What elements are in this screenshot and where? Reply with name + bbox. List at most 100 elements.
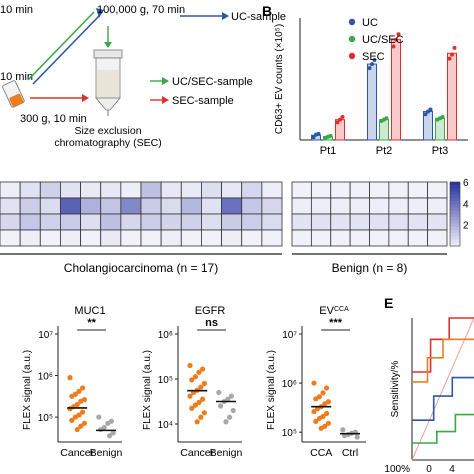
c-group-label: Cholangiocarcinoma (n = 17): [64, 261, 218, 275]
d-plot-title: MUC1: [74, 305, 105, 317]
heatmap-cell: [140, 181, 162, 199]
d-dot: [201, 410, 207, 416]
heatmap-cell: [160, 213, 182, 231]
heatmap-cell: [80, 229, 102, 247]
heatmap-cell: [261, 229, 283, 247]
heatmap-cell: [0, 229, 21, 247]
d-dot: [78, 423, 84, 429]
e-x-tick-label: 4: [449, 464, 455, 474]
d-dot: [98, 426, 104, 433]
heatmap-cell: [388, 181, 409, 199]
d-y-tick-label: 10⁶: [158, 330, 173, 341]
d-dot: [69, 417, 75, 423]
heatmap-cell: [310, 181, 332, 199]
heatmap-cell: [100, 197, 122, 215]
c-group-label: Benign (n = 8): [332, 261, 408, 275]
heatmap-cell: [330, 213, 351, 231]
heatmap-cell: [291, 229, 312, 247]
b-point: [328, 133, 333, 138]
heatmap-cell: [427, 181, 448, 199]
heatmap-cell: [310, 229, 332, 247]
heatmap-cell: [0, 181, 21, 199]
heatmap-cell: [0, 197, 21, 215]
heatmap-cell: [160, 197, 182, 215]
d-x-category-label: Ctrl: [342, 447, 358, 459]
mid-step-label: 300 g, 10 min: [20, 113, 87, 125]
d-dot: [311, 380, 317, 386]
d-dot: [110, 430, 116, 436]
arrowhead-to-column: [82, 94, 89, 102]
d-dot: [227, 414, 233, 420]
b-legend-label: UC/SEC: [362, 34, 404, 46]
panel-a: 10 min 10 min 100,000 g, 70 min UC-sampl…: [0, 4, 286, 149]
heatmap-cell: [221, 213, 243, 231]
heatmap-cell: [100, 229, 122, 247]
b-point: [452, 45, 457, 50]
colorbar-frame: [449, 181, 461, 247]
d-y-tick-label: 10⁶: [282, 379, 297, 390]
heatmap-cell: [388, 213, 409, 231]
heatmap-cell: [427, 213, 448, 231]
heatmap-cell: [349, 181, 370, 199]
d-y-tick-label: 10⁵: [158, 375, 173, 386]
heatmap-cell: [349, 229, 370, 247]
colorbar-step: [450, 226, 460, 231]
b-point: [394, 37, 398, 42]
e-x-tick-label: 0: [426, 464, 432, 474]
d-dot: [69, 393, 75, 399]
panel-d-scatter: MUC1 10⁷ 10⁶ 10⁵ FLEX signal (a.u.) Cancer Ben…: [22, 305, 366, 459]
d-dot: [228, 393, 234, 399]
b-point: [367, 66, 372, 71]
heatmap-cell: [407, 197, 429, 215]
heatmap-cell: [60, 229, 81, 247]
heatmap-cell: [201, 197, 222, 215]
d-dot: [230, 407, 236, 414]
d-y-label: FLEX signal (a.u.): [266, 350, 277, 430]
heatmap-cell: [241, 213, 263, 231]
d-x-category-label: Cancer: [180, 447, 214, 459]
arrowhead-uc: [96, 8, 104, 18]
colorbar-step: [450, 185, 460, 189]
colorbar-step: [450, 230, 460, 234]
heatmap-cell: [60, 197, 81, 215]
colorbar-step: [450, 210, 460, 215]
colorbar-step: [450, 191, 460, 196]
heatmap-cell: [100, 181, 122, 199]
d-dot: [192, 402, 198, 408]
b-bar: [367, 63, 377, 141]
colorbar-step: [450, 204, 460, 209]
heatmap-cell: [241, 197, 263, 215]
heatmap-cell: [160, 229, 182, 247]
colorbar-step: [450, 194, 460, 199]
d-sig-label: ns: [205, 317, 218, 329]
heatmap-cell: [241, 181, 263, 199]
colorbar-step: [450, 201, 460, 205]
d-dot: [313, 396, 319, 402]
d-dot: [194, 419, 200, 425]
d-x-category-label: Benign: [90, 447, 123, 459]
heatmap-cell: [407, 213, 429, 231]
d-dot: [74, 426, 80, 433]
heatmap-cell: [369, 229, 390, 247]
heatmap-cell: [39, 181, 61, 199]
heatmap-cell: [369, 213, 390, 231]
arrow-uc-1: [27, 11, 95, 81]
b-bar: [447, 52, 457, 141]
d-dot: [189, 405, 195, 411]
heatmap-cell: [330, 229, 351, 247]
heatmap-cell: [310, 197, 332, 215]
b-bar: [391, 39, 401, 141]
heatmap-cell: [0, 213, 21, 231]
d-dot: [320, 390, 326, 396]
b-point: [428, 107, 433, 112]
d-dot: [196, 399, 202, 405]
d-dot: [81, 420, 87, 426]
d-y-tick-label: 10⁷: [282, 330, 297, 341]
heatmap-cell: [80, 213, 102, 231]
b-legend-label: SEC: [362, 51, 385, 63]
heatmap-cell: [201, 229, 222, 247]
d-dot: [223, 419, 229, 425]
heatmap-cell: [349, 197, 370, 215]
b-legend-marker: [348, 52, 356, 60]
